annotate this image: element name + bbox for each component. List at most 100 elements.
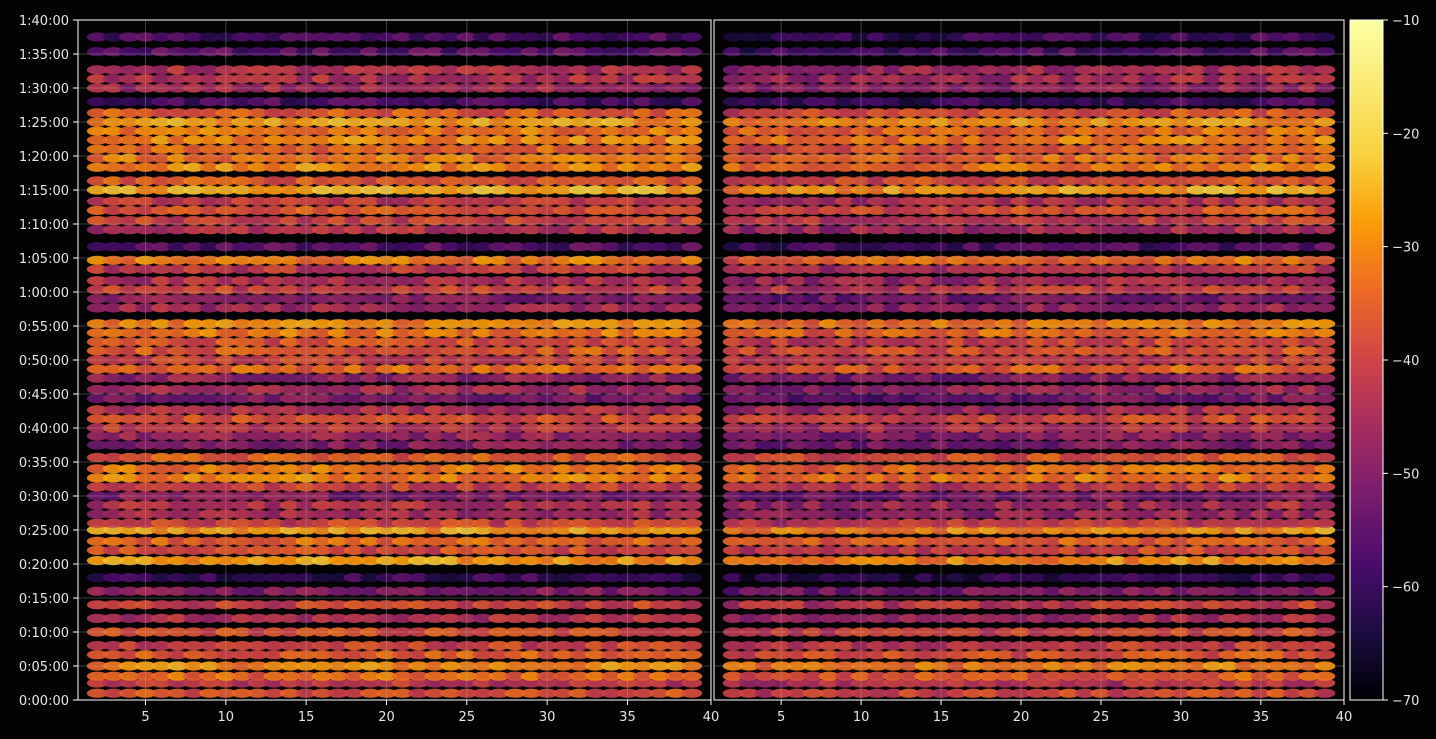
heatmap-cell bbox=[770, 393, 792, 404]
heatmap-cell bbox=[151, 500, 172, 510]
heatmap-cell bbox=[118, 500, 140, 510]
heatmap-cell bbox=[962, 32, 984, 42]
heatmap-cell bbox=[440, 405, 462, 415]
heatmap-cell bbox=[408, 74, 430, 84]
heatmap-cell bbox=[552, 671, 574, 681]
heatmap-cell bbox=[665, 294, 687, 304]
heatmap-cell bbox=[914, 678, 936, 688]
heatmap-cell bbox=[1202, 32, 1224, 42]
heatmap-cell bbox=[1090, 135, 1112, 145]
heatmap-cell bbox=[520, 373, 542, 383]
heatmap-cell bbox=[802, 473, 824, 483]
heatmap-cell bbox=[834, 627, 856, 637]
heatmap-cell bbox=[600, 688, 622, 698]
heatmap-cell bbox=[343, 74, 365, 84]
heatmap-cell bbox=[247, 196, 269, 206]
heatmap-cell bbox=[311, 185, 333, 195]
heatmap-cell bbox=[1042, 414, 1064, 424]
heatmap-cell bbox=[1250, 65, 1272, 75]
heatmap-cell bbox=[802, 440, 824, 450]
heatmap-cell bbox=[1186, 346, 1208, 356]
heatmap-cell bbox=[327, 285, 349, 295]
heatmap-cell bbox=[1042, 185, 1064, 195]
heatmap-cell bbox=[786, 556, 808, 566]
heatmap-cell bbox=[263, 242, 285, 252]
heatmap-cell bbox=[584, 405, 606, 415]
heatmap-cell bbox=[1074, 196, 1096, 206]
heatmap-cell bbox=[456, 196, 478, 206]
heatmap-cell bbox=[1298, 285, 1320, 295]
heatmap-cell bbox=[1106, 671, 1128, 681]
heatmap-cell bbox=[584, 671, 606, 681]
heatmap-cell bbox=[1026, 83, 1048, 93]
heatmap-cell bbox=[167, 482, 189, 492]
heatmap-cell bbox=[1010, 364, 1032, 374]
heatmap-cell bbox=[1074, 205, 1096, 215]
heatmap-cell bbox=[135, 525, 156, 535]
heatmap-cell bbox=[1170, 473, 1192, 483]
x-tick-label: 35 bbox=[1253, 710, 1270, 725]
heatmap-cell bbox=[914, 364, 936, 374]
heatmap-cell bbox=[440, 32, 462, 42]
heatmap-cell bbox=[199, 586, 221, 596]
heatmap-cell bbox=[584, 509, 606, 519]
heatmap-cell bbox=[1234, 176, 1256, 186]
heatmap-cell bbox=[1186, 135, 1208, 145]
heatmap-cell bbox=[1282, 294, 1304, 304]
heatmap-cell bbox=[1138, 65, 1160, 75]
heatmap-cell bbox=[1074, 650, 1096, 660]
heatmap-cell bbox=[215, 328, 237, 338]
heatmap-cell bbox=[504, 216, 526, 226]
heatmap-cell bbox=[263, 464, 285, 474]
heatmap-cell bbox=[962, 176, 984, 186]
heatmap-cell bbox=[1202, 126, 1224, 136]
heatmap-cell bbox=[665, 126, 687, 136]
heatmap-cell bbox=[472, 355, 494, 365]
heatmap-cell bbox=[1282, 74, 1304, 84]
heatmap-cell bbox=[665, 491, 687, 501]
heatmap-cell bbox=[263, 573, 285, 583]
heatmap-cell bbox=[818, 600, 840, 610]
heatmap-cell bbox=[295, 328, 317, 338]
heatmap-cell bbox=[1186, 650, 1208, 660]
heatmap-cell bbox=[978, 74, 1000, 84]
heatmap-cell bbox=[359, 32, 381, 42]
heatmap-cell bbox=[279, 185, 301, 195]
heatmap-cell bbox=[1122, 162, 1144, 172]
heatmap-cell bbox=[1298, 144, 1320, 154]
heatmap-cell bbox=[649, 144, 671, 154]
heatmap-cell bbox=[279, 355, 301, 365]
heatmap-cell bbox=[617, 613, 638, 624]
heatmap-cell bbox=[754, 216, 776, 226]
heatmap-cell bbox=[649, 491, 671, 501]
heatmap-cell bbox=[183, 627, 205, 637]
heatmap-cell bbox=[118, 440, 140, 450]
heatmap-cell bbox=[584, 545, 606, 556]
heatmap-cell bbox=[898, 464, 920, 474]
heatmap-cell bbox=[568, 509, 590, 519]
heatmap-cell bbox=[520, 337, 542, 347]
heatmap-cell bbox=[279, 176, 301, 186]
heatmap-cell bbox=[311, 586, 333, 596]
heatmap-cell bbox=[424, 319, 446, 329]
heatmap-cell bbox=[1122, 108, 1144, 118]
heatmap-cell bbox=[994, 162, 1016, 172]
heatmap-cell bbox=[295, 491, 317, 501]
heatmap-cell bbox=[681, 74, 703, 84]
heatmap-cell bbox=[1314, 364, 1336, 374]
heatmap-cell bbox=[770, 452, 792, 463]
heatmap-cell bbox=[311, 491, 333, 501]
heatmap-cell bbox=[408, 536, 430, 546]
heatmap-cell bbox=[1042, 108, 1064, 118]
heatmap-cell bbox=[754, 162, 776, 172]
heatmap-cell bbox=[786, 117, 808, 127]
heatmap-cell bbox=[946, 225, 968, 235]
heatmap-cell bbox=[633, 126, 654, 136]
heatmap-cell bbox=[994, 473, 1016, 483]
heatmap-cell bbox=[263, 205, 285, 215]
heatmap-cell bbox=[552, 144, 574, 154]
heatmap-cell bbox=[617, 176, 638, 186]
heatmap-cell bbox=[295, 600, 317, 610]
heatmap-cell bbox=[882, 255, 904, 265]
heatmap-cell bbox=[1074, 355, 1096, 365]
